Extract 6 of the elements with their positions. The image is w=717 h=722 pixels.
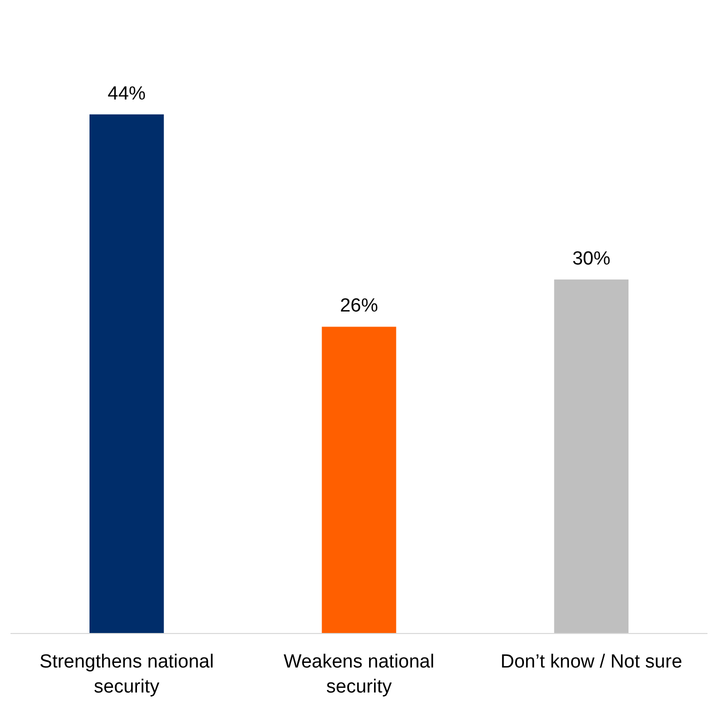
data-label: 26% <box>340 296 378 317</box>
x-tick-label: Weakens national security <box>284 652 434 698</box>
x-tick-label: Strengthens national security <box>40 652 214 698</box>
data-label: 30% <box>572 248 610 270</box>
x-tick-label: Don’t know / Not sure <box>500 652 682 672</box>
data-label: 44% <box>108 83 146 104</box>
